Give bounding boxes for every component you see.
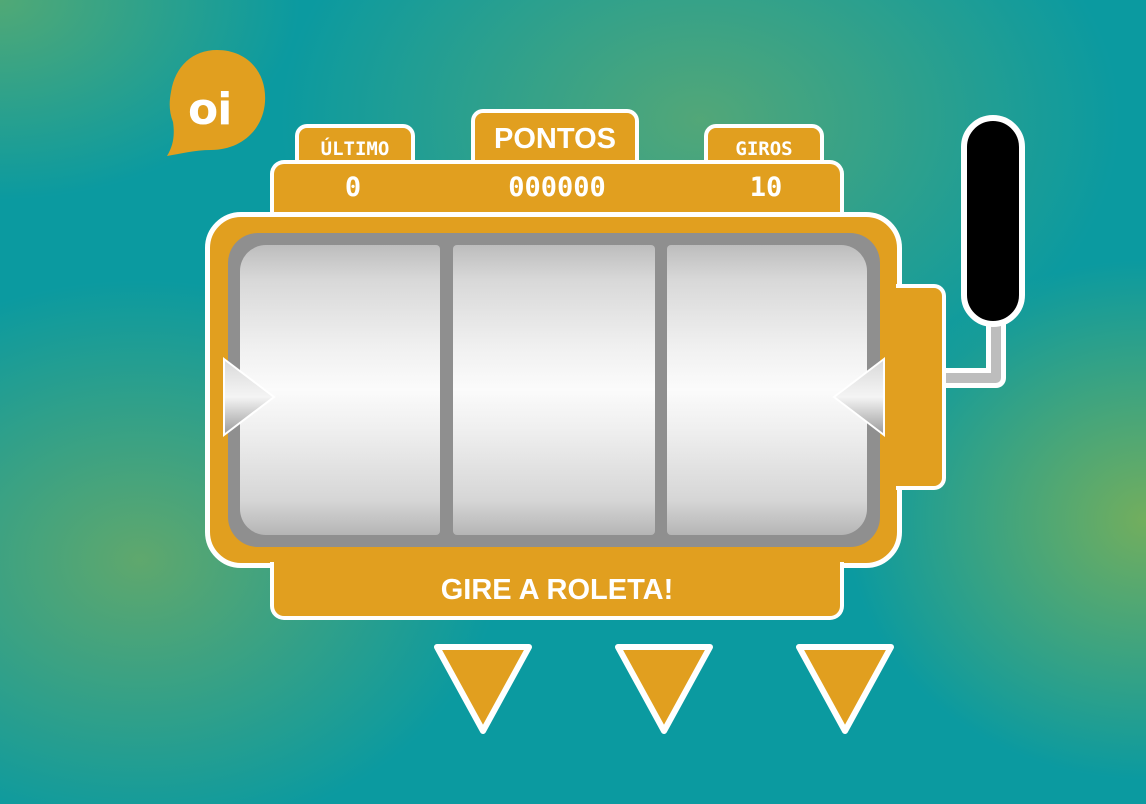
spins-value: 10 — [749, 172, 783, 203]
last-label: ÚLTIMO — [320, 138, 390, 160]
left-pointer-icon — [220, 355, 278, 439]
points-label: PONTOS — [494, 123, 616, 155]
message-bar: GIRE A ROLETA! — [270, 562, 844, 620]
logo-text: oi — [188, 84, 232, 135]
stop-reel-1-button[interactable] — [433, 643, 533, 735]
lever-housing — [896, 284, 946, 490]
spins-label: GIROS — [735, 138, 793, 160]
reel-1 — [240, 245, 440, 535]
stop-reel-3-button[interactable] — [795, 643, 895, 735]
reel-2 — [453, 245, 655, 535]
triangle-down-icon — [434, 644, 532, 734]
lever-handle[interactable] — [942, 114, 1028, 406]
message-text: GIRE A ROLETA! — [440, 574, 674, 606]
points-label-tab: PONTOS — [471, 109, 639, 169]
stop-reel-2-button[interactable] — [614, 643, 714, 735]
triangle-down-icon — [796, 644, 894, 734]
right-pointer-icon — [830, 355, 888, 439]
points-value: 000000 — [508, 172, 606, 203]
triangle-down-icon — [615, 644, 713, 734]
reel-3 — [667, 245, 867, 535]
oi-logo — [165, 46, 269, 158]
last-value: 0 — [344, 172, 362, 203]
